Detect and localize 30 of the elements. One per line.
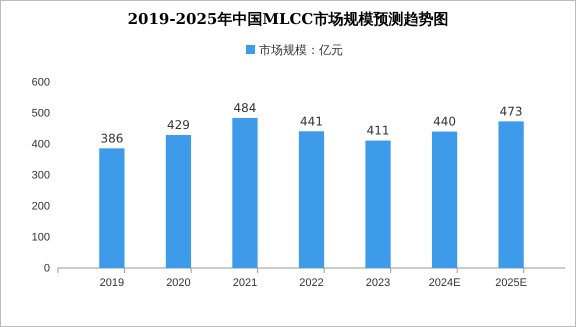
bar (232, 118, 258, 268)
x-tick-label: 2020 (166, 276, 191, 289)
bar (99, 148, 125, 268)
bar (166, 135, 192, 268)
data-label: 473 (500, 104, 523, 118)
x-tick-label: 2024E (428, 276, 460, 289)
chart-title: 2019-2025年中国MLCC市场规模预测趋势图 (128, 10, 448, 28)
y-tick-label: 600 (32, 76, 50, 89)
x-tick-label: 2021 (232, 276, 258, 289)
data-label: 441 (300, 114, 323, 128)
data-label: 484 (234, 100, 256, 115)
y-tick-label: 0 (44, 262, 50, 275)
bar (498, 121, 524, 268)
bar (298, 131, 324, 268)
legend-label: 市场规模：亿元 (259, 43, 343, 57)
x-tick-label: 2022 (299, 276, 324, 289)
x-tick-label: 2019 (100, 276, 124, 289)
y-tick-label: 100 (32, 232, 50, 244)
data-label: 411 (366, 124, 390, 138)
x-tick-label: 2023 (366, 276, 390, 289)
data-label: 429 (166, 118, 190, 132)
data-label: 386 (100, 131, 124, 146)
bar (365, 140, 391, 268)
y-tick-label: 500 (32, 108, 50, 120)
y-tick-label: 300 (32, 170, 50, 182)
bar (432, 132, 458, 268)
data-label: 440 (433, 114, 456, 129)
y-tick-label: 400 (32, 138, 50, 151)
y-tick-label: 200 (32, 200, 50, 213)
x-tick-label: 2025E (495, 276, 528, 289)
